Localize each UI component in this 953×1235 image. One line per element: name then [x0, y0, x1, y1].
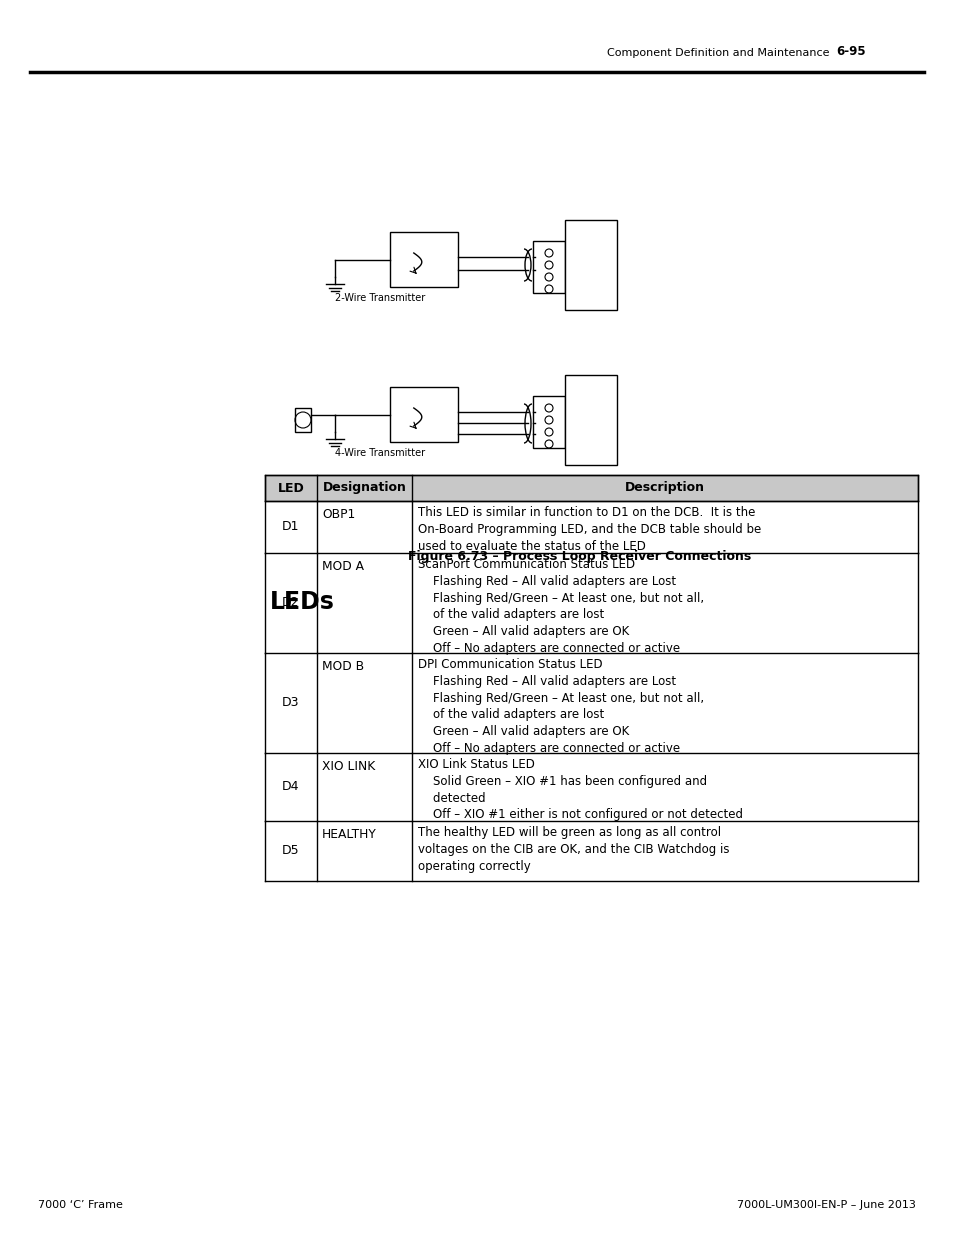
Text: D5: D5 — [282, 845, 299, 857]
Text: Designation: Designation — [322, 482, 406, 494]
Text: MOD A: MOD A — [322, 559, 364, 573]
Bar — [564, 375, 617, 466]
Text: 2-Wire Transmitter: 2-Wire Transmitter — [335, 293, 425, 303]
Text: Description: Description — [624, 482, 704, 494]
Text: Component Definition and Maintenance: Component Definition and Maintenance — [607, 48, 829, 58]
Text: D3: D3 — [282, 697, 299, 709]
Bar — [533, 396, 564, 448]
Bar — [533, 241, 564, 293]
Bar — [265, 475, 917, 501]
Text: 4-Wire Transmitter: 4-Wire Transmitter — [335, 448, 425, 458]
Bar — [390, 387, 457, 442]
Text: D1: D1 — [282, 520, 299, 534]
Text: 6-95: 6-95 — [835, 44, 864, 58]
Text: OBP1: OBP1 — [322, 508, 355, 521]
Bar — [564, 220, 617, 310]
Text: D2: D2 — [282, 597, 299, 610]
Text: MOD B: MOD B — [322, 659, 364, 673]
Text: This LED is similar in function to D1 on the DCB.  It is the
On-Board Programmin: This LED is similar in function to D1 on… — [417, 506, 760, 552]
Text: DPI Communication Status LED
    Flashing Red – All valid adapters are Lost
    : DPI Communication Status LED Flashing Re… — [417, 658, 703, 755]
Text: The healthy LED will be green as long as all control
voltages on the CIB are OK,: The healthy LED will be green as long as… — [417, 826, 729, 873]
Text: Figure 6.73 – Process Loop Receiver Connections: Figure 6.73 – Process Loop Receiver Conn… — [408, 550, 751, 563]
Bar — [390, 232, 457, 287]
Text: XIO LINK: XIO LINK — [322, 760, 375, 773]
Text: 7000L-UM300I-EN-P – June 2013: 7000L-UM300I-EN-P – June 2013 — [737, 1200, 915, 1210]
Text: 7000 ‘C’ Frame: 7000 ‘C’ Frame — [38, 1200, 123, 1210]
Text: XIO Link Status LED
    Solid Green – XIO #1 has been configured and
    detecte: XIO Link Status LED Solid Green – XIO #1… — [417, 758, 742, 821]
Text: LED: LED — [277, 482, 304, 494]
Text: LEDs: LEDs — [270, 590, 335, 614]
Text: D4: D4 — [282, 781, 299, 794]
Text: ScanPort Communication Status LED
    Flashing Red – All valid adapters are Lost: ScanPort Communication Status LED Flashi… — [417, 558, 703, 655]
Bar — [294, 408, 311, 432]
Text: HEALTHY: HEALTHY — [322, 827, 376, 841]
